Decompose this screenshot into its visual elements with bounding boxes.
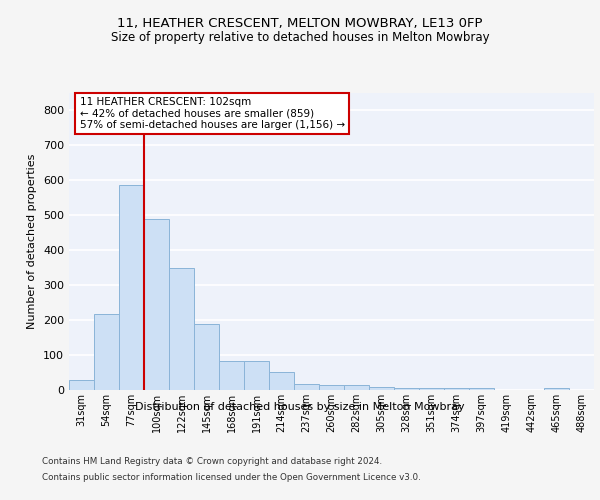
Bar [94, 314, 119, 390]
Text: Distribution of detached houses by size in Melton Mowbray: Distribution of detached houses by size … [135, 402, 465, 412]
Bar [319, 386, 344, 390]
Bar [194, 324, 219, 390]
Bar [444, 388, 469, 390]
Bar [469, 388, 494, 390]
Text: 11, HEATHER CRESCENT, MELTON MOWBRAY, LE13 0FP: 11, HEATHER CRESCENT, MELTON MOWBRAY, LE… [117, 18, 483, 30]
Bar [269, 372, 294, 390]
Bar [69, 380, 94, 390]
Text: Size of property relative to detached houses in Melton Mowbray: Size of property relative to detached ho… [110, 32, 490, 44]
Bar [119, 185, 144, 390]
Bar [544, 388, 569, 390]
Bar [244, 361, 269, 390]
Text: 11 HEATHER CRESCENT: 102sqm
← 42% of detached houses are smaller (859)
57% of se: 11 HEATHER CRESCENT: 102sqm ← 42% of det… [79, 97, 344, 130]
Bar [219, 361, 244, 390]
Y-axis label: Number of detached properties: Number of detached properties [28, 154, 37, 329]
Bar [344, 386, 369, 390]
Bar [169, 268, 194, 390]
Bar [144, 219, 169, 390]
Bar [419, 388, 444, 390]
Bar [394, 388, 419, 390]
Bar [294, 384, 319, 390]
Text: Contains HM Land Registry data © Crown copyright and database right 2024.: Contains HM Land Registry data © Crown c… [42, 458, 382, 466]
Bar [369, 387, 394, 390]
Text: Contains public sector information licensed under the Open Government Licence v3: Contains public sector information licen… [42, 472, 421, 482]
